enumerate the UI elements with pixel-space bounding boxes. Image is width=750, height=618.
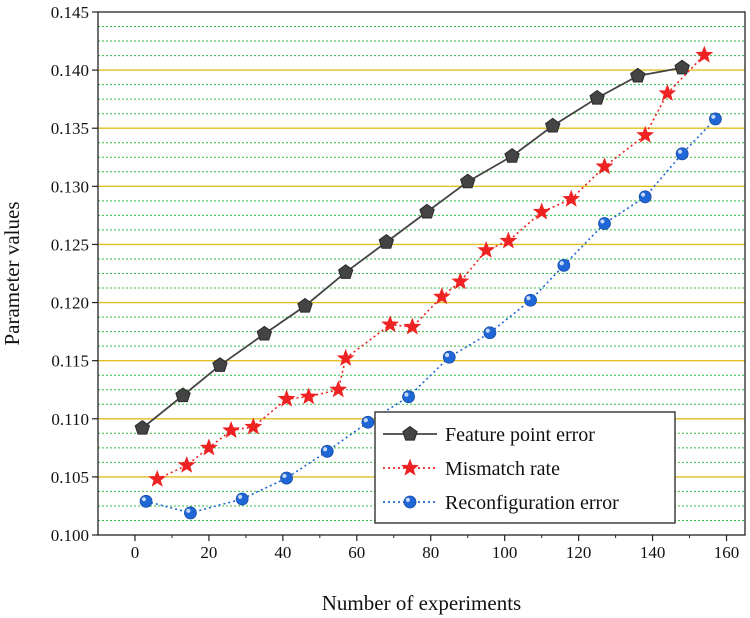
data-point — [338, 264, 354, 279]
y-tick-label: 0.135 — [51, 119, 89, 138]
data-point — [212, 357, 228, 372]
y-tick-label: 0.125 — [51, 235, 89, 254]
data-point — [504, 147, 520, 163]
data-point — [483, 326, 497, 340]
data-point — [419, 203, 435, 219]
data-point — [184, 506, 197, 520]
series-line — [156, 54, 705, 480]
legend-item: Feature point error — [383, 424, 595, 446]
legend-marker — [402, 425, 418, 441]
x-axis-title: Number of experiments — [322, 591, 521, 615]
legend-label: Feature point error — [445, 424, 595, 446]
x-tick-label: 160 — [714, 543, 740, 562]
data-point — [442, 350, 456, 364]
data-point — [175, 387, 191, 403]
series-layer — [134, 45, 722, 520]
data-point — [148, 469, 167, 487]
data-point — [460, 173, 476, 189]
x-tick-label: 100 — [492, 543, 518, 562]
data-point — [177, 455, 196, 473]
legend-marker — [403, 495, 417, 509]
data-point — [709, 112, 722, 126]
data-point — [378, 233, 395, 249]
data-point — [402, 390, 415, 404]
y-axis: 0.100 0.105 0.110 0.115 0.120 0.125 0.130 0.135… — [51, 3, 98, 545]
data-point — [477, 240, 496, 258]
legend-item: Reconfiguration error — [383, 492, 619, 514]
legend-label: Mismatch rate — [445, 458, 560, 480]
x-tick-label: 0 — [131, 543, 140, 562]
data-point — [695, 45, 714, 63]
data-point — [524, 293, 537, 307]
y-axis-title: Parameter values — [0, 201, 24, 345]
x-tick-label: 20 — [200, 543, 217, 562]
data-point — [320, 444, 334, 458]
data-point — [299, 387, 318, 405]
data-point — [199, 438, 218, 456]
data-point — [297, 297, 313, 313]
x-tick-label: 40 — [274, 543, 291, 562]
y-tick-label: 0.105 — [51, 468, 89, 487]
y-tick-label: 0.145 — [51, 3, 89, 22]
y-tick-label: 0.120 — [51, 294, 89, 313]
data-point — [329, 380, 348, 398]
data-point — [499, 231, 518, 249]
y-tick-label: 0.110 — [51, 410, 89, 429]
plot-area-frame — [97, 11, 746, 536]
legend-item: Mismatch rate — [383, 458, 560, 480]
legend: Feature point error Mismatch rate Reconfig… — [374, 411, 676, 524]
data-point — [636, 125, 655, 143]
data-point — [451, 272, 470, 290]
data-point — [336, 348, 355, 366]
y-tick-label: 0.130 — [51, 177, 89, 196]
grid-lines — [98, 26, 745, 521]
data-point — [630, 67, 646, 83]
data-point — [256, 325, 273, 341]
x-tick-label: 60 — [348, 543, 365, 562]
x-tick-label: 120 — [566, 543, 592, 562]
data-point — [674, 59, 690, 75]
y-tick-label: 0.115 — [51, 352, 89, 371]
legend-box — [374, 411, 676, 524]
y-tick-label: 0.140 — [51, 61, 89, 80]
data-point — [589, 89, 605, 105]
x-tick-label: 80 — [422, 543, 439, 562]
x-tick-label: 140 — [640, 543, 666, 562]
data-point — [134, 419, 151, 435]
data-point — [598, 217, 611, 230]
data-point — [277, 389, 296, 407]
series-0 — [134, 59, 690, 435]
data-point — [532, 202, 551, 220]
legend-label: Reconfiguration error — [445, 492, 619, 514]
data-point — [235, 492, 249, 506]
data-point — [638, 190, 652, 204]
data-point — [545, 117, 561, 133]
series-1 — [148, 45, 714, 487]
data-point — [658, 84, 677, 101]
data-point — [139, 494, 153, 508]
series-line — [141, 66, 683, 429]
data-point — [222, 421, 241, 438]
data-point — [280, 471, 293, 485]
data-point — [595, 157, 614, 175]
data-point — [403, 317, 422, 335]
data-point — [381, 315, 400, 333]
data-point — [562, 189, 581, 207]
legend-marker — [401, 458, 419, 476]
data-point — [244, 417, 263, 435]
x-axis: 0 20 40 60 80 100 120 140 160 — [131, 535, 740, 562]
data-point — [361, 415, 375, 429]
data-point — [432, 287, 451, 305]
data-point — [675, 147, 689, 161]
data-point — [557, 258, 571, 272]
series-2 — [139, 112, 722, 520]
y-tick-label: 0.100 — [51, 526, 89, 545]
